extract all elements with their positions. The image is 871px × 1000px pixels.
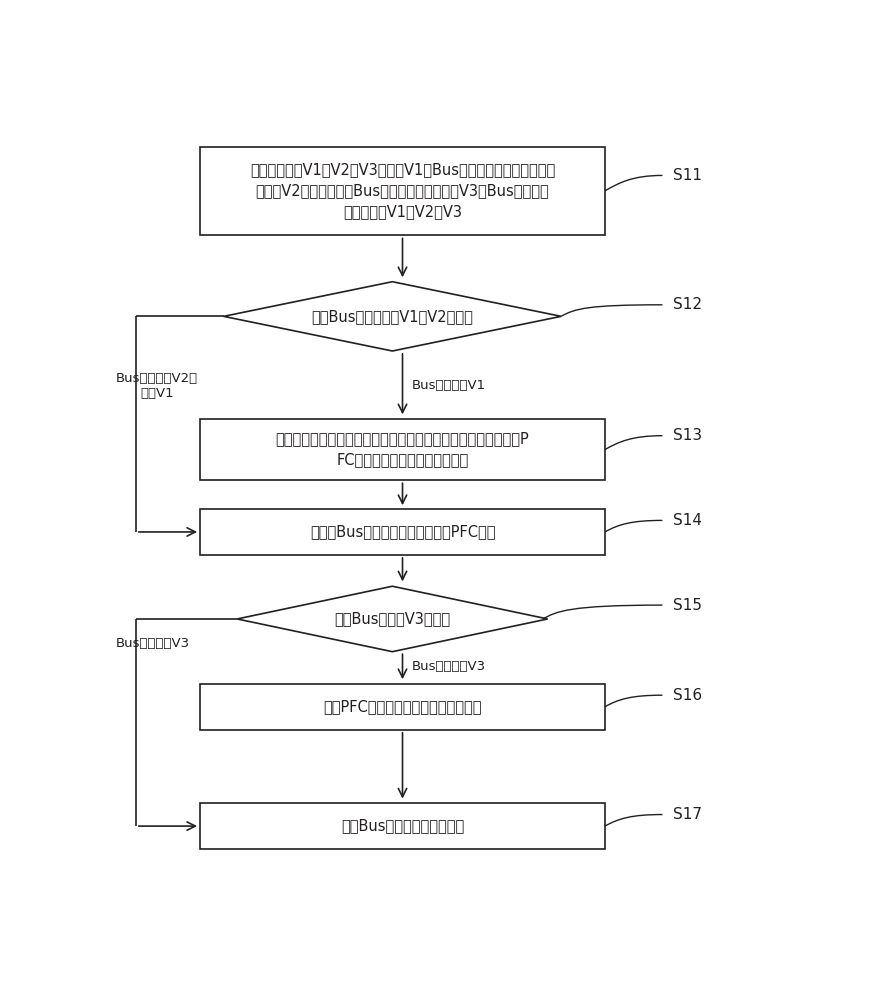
Bar — [200, 509, 605, 555]
Text: S15: S15 — [672, 598, 701, 613]
Text: Bus电压大于V2但
小于V1: Bus电压大于V2但 小于V1 — [116, 372, 198, 400]
Text: 判定为Bus过压关驱动状态，关闭PFC驱动: 判定为Bus过压关驱动状态，关闭PFC驱动 — [310, 524, 496, 539]
Text: S17: S17 — [672, 807, 701, 822]
Bar — [200, 419, 605, 480]
Text: Bus电压大于V3: Bus电压大于V3 — [116, 637, 190, 650]
Text: S16: S16 — [672, 688, 702, 703]
Text: Bus电压大于V1: Bus电压大于V1 — [411, 379, 485, 392]
Text: 维持Bus过压关驱动状态不变: 维持Bus过压关驱动状态不变 — [341, 819, 464, 834]
Text: 判断Bus电压与阈值V1和V2的关系: 判断Bus电压与阈值V1和V2的关系 — [312, 309, 473, 324]
Polygon shape — [224, 282, 561, 351]
Text: S14: S14 — [672, 513, 701, 528]
Polygon shape — [237, 586, 548, 652]
Text: 判断Bus电压与V3的关系: 判断Bus电压与V3的关系 — [334, 611, 450, 626]
Text: 恢复PFC驱动，并清零电压环积分变量: 恢复PFC驱动，并清零电压环积分变量 — [323, 699, 482, 714]
Text: S11: S11 — [672, 168, 701, 183]
Text: S12: S12 — [672, 297, 701, 312]
Bar — [200, 684, 605, 730]
Text: 判定为高压防护状态，断开输入电压，初始化缓启动参数，关闭P
FC驱动，整流器设置为停止状态: 判定为高压防护状态，断开输入电压，初始化缓启动参数，关闭P FC驱动，整流器设置… — [275, 432, 530, 468]
Text: Bus电压小于V3: Bus电压小于V3 — [411, 660, 485, 673]
Text: S13: S13 — [672, 428, 702, 443]
Bar — [200, 147, 605, 235]
Bar — [200, 803, 605, 849]
Text: 设定三个阈值V1、V2及V3，阈值V1为Bus电容允许的最高工作电压
，阈值V2比稳态工作时Bus实际电压略高，阈值V3为Bus电压参考
值，其中，V1＞V2＞: 设定三个阈值V1、V2及V3，阈值V1为Bus电容允许的最高工作电压 ，阈值V2… — [250, 162, 555, 219]
